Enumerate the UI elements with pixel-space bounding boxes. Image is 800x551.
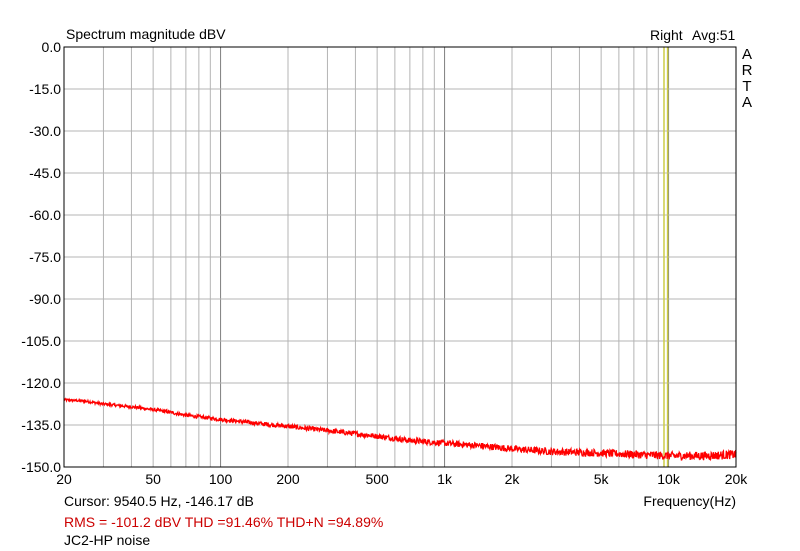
y-tick-label: -120.0 — [21, 375, 61, 391]
y-tick-label: -15.0 — [29, 81, 61, 97]
y-tick-label: -105.0 — [21, 333, 61, 349]
x-tick-labels: 20 50 100 200 500 1k 2k 5k 10k 20k — [56, 471, 748, 487]
stats-readout: RMS = -101.2 dBV THD =91.46% THD+N =94.8… — [64, 514, 384, 530]
y-tick-label: -30.0 — [29, 123, 61, 139]
x-tick-label: 100 — [209, 471, 233, 487]
x-tick-label: 10k — [657, 471, 681, 487]
y-tick-label: -45.0 — [29, 165, 61, 181]
spectrum-trace — [63, 397, 737, 462]
average-label: Avg:51 — [692, 27, 736, 43]
y-tick-label: -60.0 — [29, 207, 61, 223]
x-tick-label: 500 — [365, 471, 389, 487]
cursor-readout: Cursor: 9540.5 Hz, -146.17 dB — [64, 493, 254, 509]
brand-letter: R — [741, 62, 753, 79]
channel-label: Right — [650, 27, 683, 43]
y-tick-label: -150.0 — [21, 459, 61, 475]
x-tick-label: 200 — [276, 471, 300, 487]
y-tick-label: -135.0 — [21, 417, 61, 433]
brand-letter: A — [741, 94, 752, 111]
x-tick-label: 20k — [725, 471, 749, 487]
x-tick-label: 20 — [56, 471, 72, 487]
grid — [64, 47, 736, 467]
cursor-lines — [663, 47, 669, 467]
series-layer — [63, 397, 737, 462]
y-tick-label: -90.0 — [29, 291, 61, 307]
brand-letter: A — [741, 46, 752, 63]
x-tick-label: 5k — [594, 471, 610, 487]
x-tick-label: 2k — [505, 471, 521, 487]
plot-frame — [63, 46, 737, 468]
caption: JC2-HP noise — [64, 532, 151, 548]
y-tick-labels: 0.0 -15.0 -30.0 -45.0 -60.0 -75.0 -90.0 -105.0 -… — [21, 39, 61, 475]
chart-title: Spectrum magnitude dBV — [66, 26, 226, 42]
x-axis-label: Frequency(Hz) — [643, 493, 736, 509]
y-tick-label: 0.0 — [42, 39, 62, 55]
x-tick-label: 50 — [145, 471, 161, 487]
brand-letter: T — [742, 78, 752, 95]
y-tick-label: -75.0 — [29, 249, 61, 265]
x-tick-label: 1k — [437, 471, 453, 487]
